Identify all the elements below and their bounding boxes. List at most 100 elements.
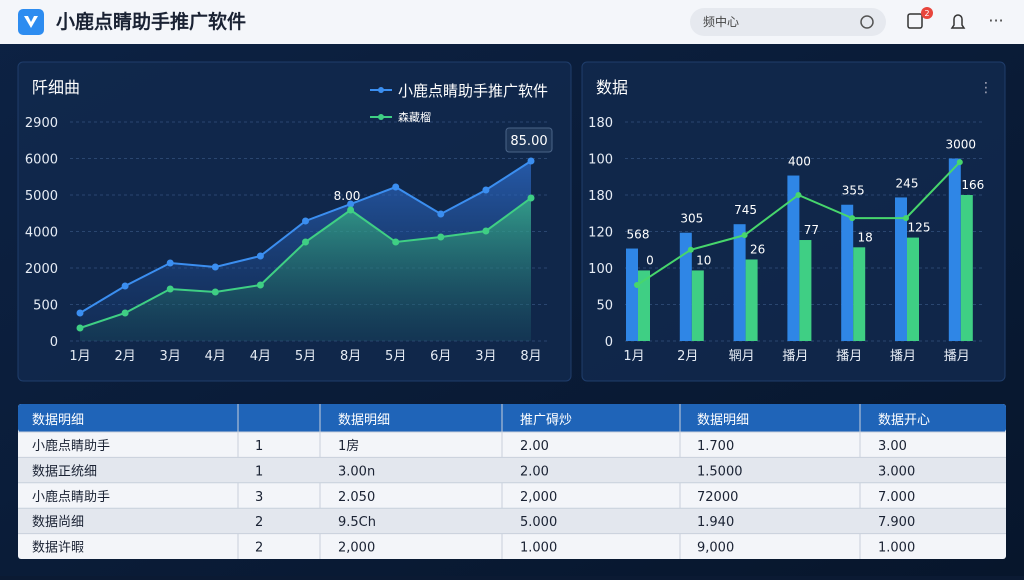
x-tick-label: 播月 — [890, 349, 916, 364]
search-placeholder: 频中心 — [703, 14, 739, 29]
table-cell: 数据许暇 — [32, 541, 84, 556]
table-cell: 1.700 — [697, 439, 734, 454]
bar — [841, 204, 854, 341]
annotation: 0 — [646, 253, 654, 267]
message-icon[interactable] — [907, 13, 923, 29]
table-cell: 9,000 — [697, 541, 734, 556]
annotation: 77 — [804, 223, 819, 237]
y-tick-label: 0 — [605, 335, 613, 350]
table-cell: 2 — [255, 515, 263, 530]
point — [903, 215, 909, 222]
table-cell: 1 — [255, 439, 263, 454]
annotation: 166 — [961, 178, 984, 192]
bar — [799, 240, 812, 341]
bar — [787, 175, 800, 341]
table-cell: 7.900 — [878, 515, 915, 530]
y-tick-label: 4000 — [25, 226, 58, 241]
chart-title: 数据 — [596, 78, 628, 97]
annotation: 3000 — [946, 138, 977, 152]
table-cell: 7.000 — [878, 490, 915, 505]
y-tick-label: 180 — [588, 116, 613, 131]
point — [166, 285, 174, 293]
column-header: 数据明细 — [338, 413, 390, 428]
x-tick-label: 4月 — [250, 349, 271, 364]
x-tick-label: 2月 — [114, 349, 135, 364]
panel-menu[interactable]: ⋮ — [979, 80, 993, 96]
point — [482, 186, 490, 194]
table-cell: 1 — [255, 464, 263, 479]
table-cell: 2.00 — [520, 464, 549, 479]
y-tick-label: 50 — [596, 299, 613, 314]
point — [527, 194, 535, 202]
table-cell: 1.000 — [520, 541, 557, 556]
bar — [907, 237, 919, 341]
point — [256, 252, 264, 260]
annotation: 26 — [750, 242, 765, 256]
x-tick-label: 5月 — [385, 349, 406, 364]
y-tick-label: 2900 — [25, 116, 58, 131]
bell-icon[interactable] — [950, 14, 966, 29]
table-cell: 3.00 — [878, 439, 907, 454]
table-cell: 72000 — [697, 490, 738, 505]
x-tick-label: 1月 — [623, 349, 644, 364]
annotation: 125 — [908, 221, 931, 235]
annotation: 355 — [842, 184, 865, 198]
table-cell: 3.00n — [338, 464, 375, 479]
more-menu[interactable]: ··· — [988, 11, 1003, 30]
annotation-box — [505, 127, 553, 153]
app-title: 小鹿点睛助手推广软件 — [56, 10, 246, 33]
point — [256, 281, 264, 289]
y-tick-label: 180 — [588, 189, 613, 204]
chart-title: 阡细曲 — [32, 78, 80, 97]
annotation: 745 — [734, 203, 757, 217]
column-header: 数据明细 — [697, 413, 749, 428]
table-cell: 1.5000 — [697, 464, 743, 479]
point — [166, 259, 174, 267]
point — [211, 263, 219, 271]
search-box[interactable] — [690, 8, 886, 36]
y-tick-label: 100 — [588, 262, 613, 277]
table-row-stripe — [18, 457, 1006, 483]
table-cell: 2,000 — [338, 541, 375, 556]
bar — [638, 270, 650, 341]
point — [687, 246, 694, 253]
point — [482, 227, 490, 235]
point — [437, 210, 445, 218]
bar — [679, 232, 692, 341]
point — [956, 159, 963, 166]
table-cell: 1.000 — [878, 541, 915, 556]
point — [741, 232, 748, 239]
point — [76, 309, 84, 317]
legend-dot — [378, 87, 384, 93]
y-tick-label: 2000 — [25, 262, 58, 277]
legend-label: 森藏榴 — [398, 110, 431, 124]
annotation: 85.00 — [510, 134, 547, 149]
table-cell: 1房 — [338, 438, 359, 454]
point — [392, 183, 400, 191]
table-row-stripe — [18, 508, 1006, 534]
table-cell: 数据正统细 — [32, 464, 97, 479]
x-tick-label: 6月 — [430, 349, 451, 364]
bar — [853, 247, 866, 341]
annotation: 18 — [858, 230, 873, 244]
point — [121, 309, 129, 317]
x-tick-label: 播月 — [836, 349, 862, 364]
y-tick-label: 500 — [33, 299, 58, 314]
annotation: 568 — [627, 228, 650, 242]
x-tick-label: 辋月 — [729, 349, 755, 364]
x-tick-label: 2月 — [677, 349, 698, 364]
bar — [895, 197, 907, 341]
annotation: 10 — [696, 253, 711, 267]
table-cell: 3 — [255, 490, 263, 505]
annotation: 8.00 — [334, 189, 361, 203]
search-icon[interactable] — [860, 15, 874, 29]
table-cell: 1.940 — [697, 515, 734, 530]
point — [437, 233, 445, 241]
table-cell: 2,000 — [520, 490, 557, 505]
x-tick-label: 播月 — [944, 349, 970, 364]
badge-count: 2 — [924, 9, 929, 18]
y-tick-label: 120 — [588, 226, 613, 241]
table-header — [18, 404, 1006, 432]
bar — [960, 195, 973, 341]
area — [80, 197, 531, 341]
